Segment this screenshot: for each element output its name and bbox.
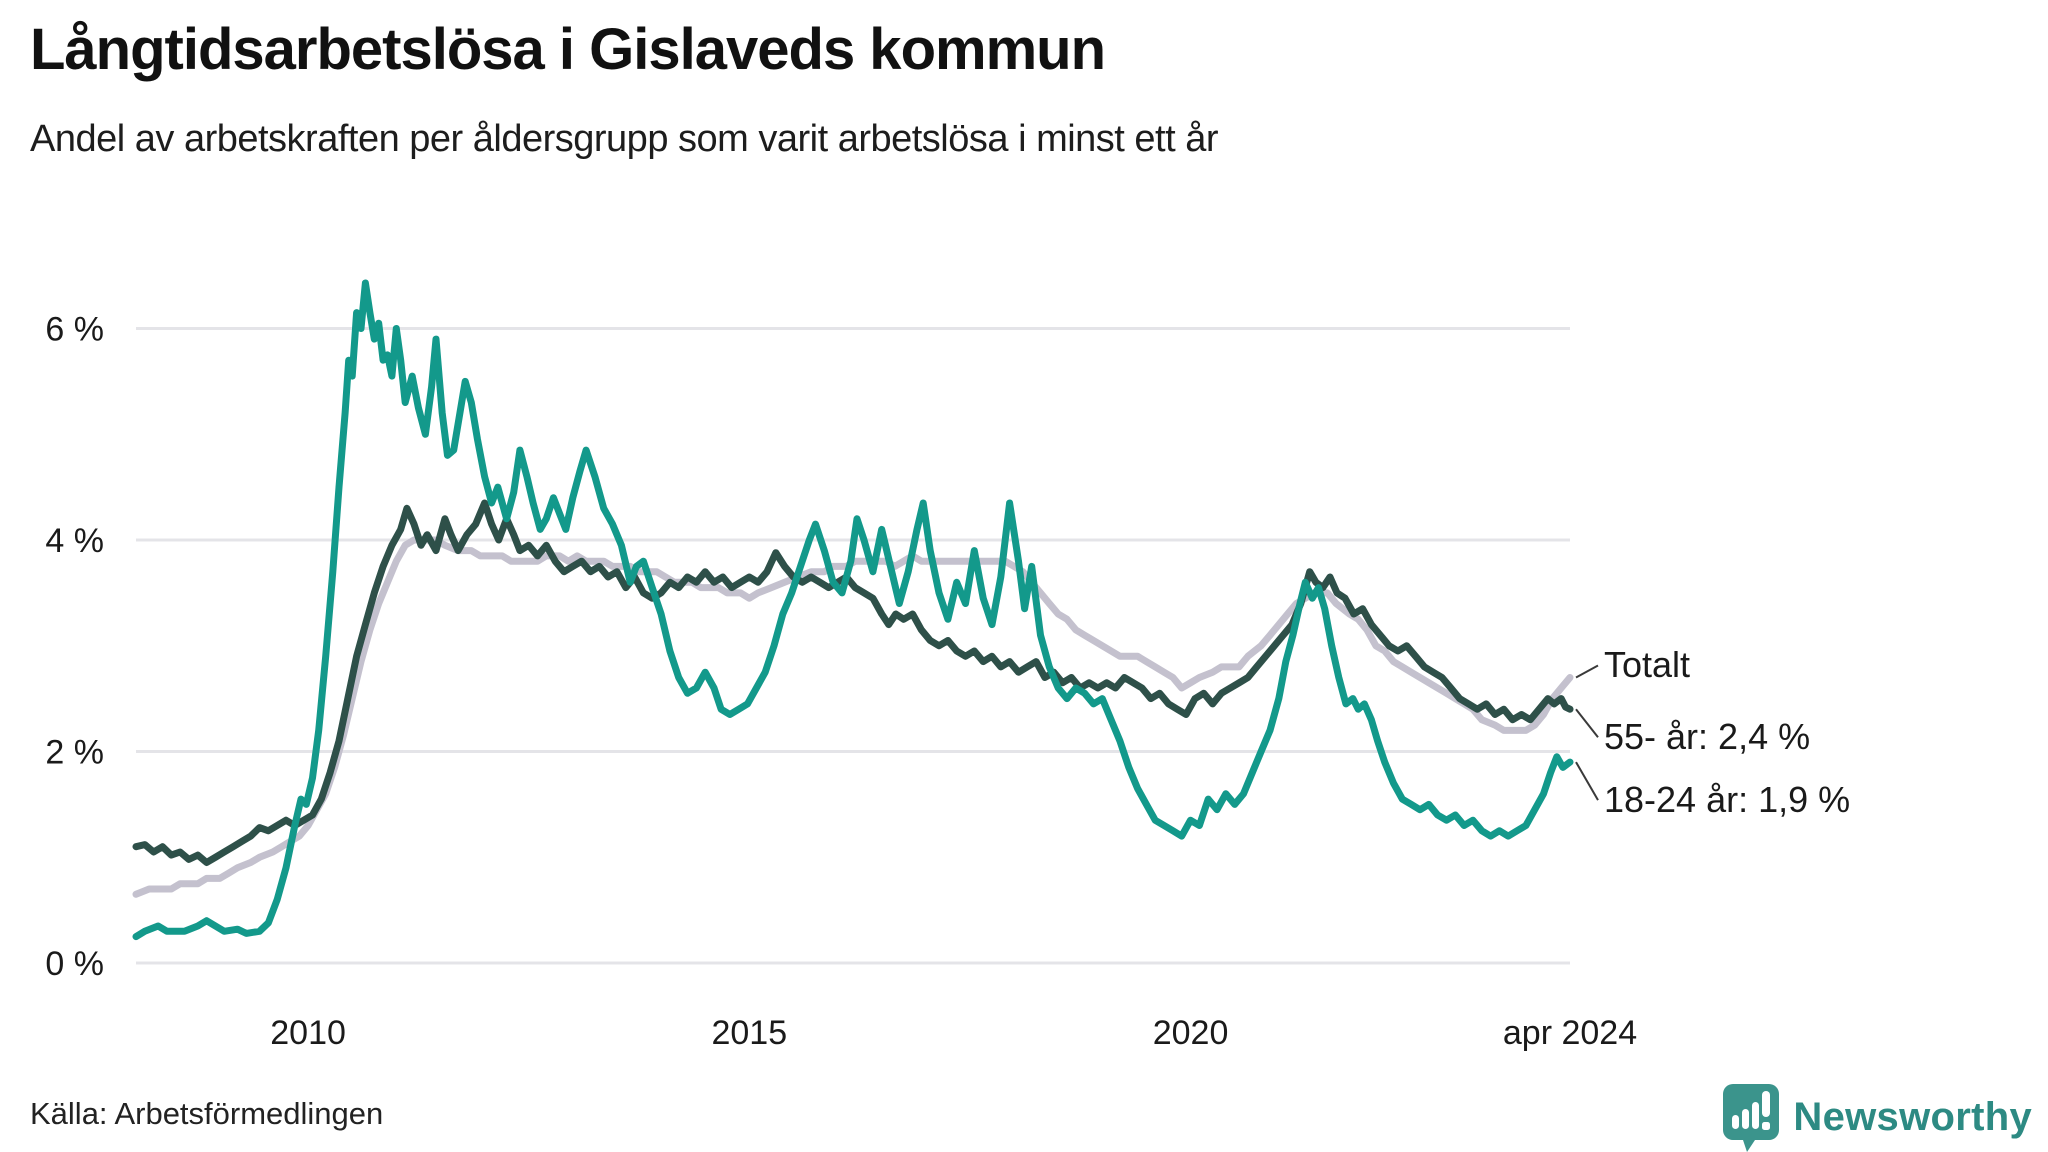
y-tick-label: 2 % <box>45 734 104 772</box>
newsworthy-wordmark: Newsworthy <box>1793 1095 2032 1139</box>
annotation-connector <box>1575 761 1599 801</box>
page-subtitle: Andel av arbetskraften per åldersgrupp s… <box>30 118 1219 160</box>
newsworthy-logo: Newsworthy <box>1721 1082 2032 1152</box>
y-tick-label: 4 % <box>45 522 104 560</box>
y-tick-label: 0 % <box>45 945 104 983</box>
x-tick-label: 2020 <box>1153 1014 1229 1052</box>
x-tick-label: apr 2024 <box>1503 1014 1637 1052</box>
source-note: Källa: Arbetsförmedlingen <box>30 1096 384 1131</box>
series-label-55-ar: 55- år: 2,4 % <box>1604 716 1811 758</box>
newsworthy-speech-bubble-icon <box>1723 1084 1780 1152</box>
y-tick-label: 6 % <box>45 311 104 349</box>
annotation-connector <box>1575 664 1599 679</box>
x-tick-label: 2015 <box>711 1014 787 1052</box>
series-label-totalt: Totalt <box>1604 644 1691 686</box>
series-line-18-24-r <box>132 279 1574 941</box>
page-title: Långtidsarbetslösa i Gislaveds kommun <box>30 17 1106 82</box>
series-label-18-24-ar: 18-24 år: 1,9 % <box>1604 779 1851 821</box>
x-tick-label: 2010 <box>270 1014 346 1052</box>
annotation-connector <box>1575 708 1599 738</box>
series-line-totalt <box>132 536 1574 898</box>
series-line-55-r <box>132 499 1574 866</box>
